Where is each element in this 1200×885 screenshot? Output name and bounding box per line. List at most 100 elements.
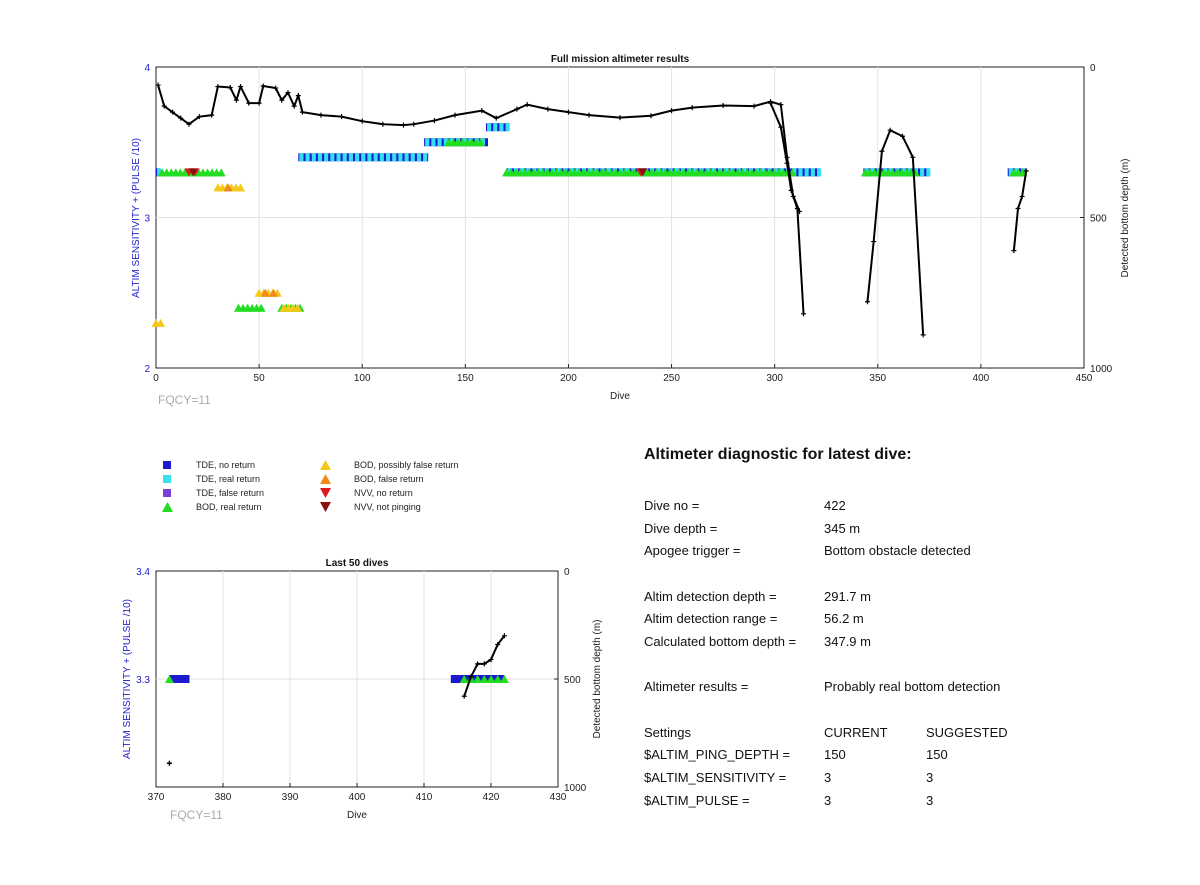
tde-real-mark bbox=[157, 168, 162, 177]
bottom-depth-point bbox=[481, 661, 487, 667]
x-tick-label: 0 bbox=[153, 373, 159, 384]
tde-real-mark bbox=[926, 168, 931, 177]
chart1-ylabel-left: ALTIM SENSITIVITY + (PULSE /10) bbox=[131, 138, 142, 298]
bod-false-mark bbox=[223, 183, 233, 192]
legend-item-bod-possibly-false: BOD, possibly false return bbox=[318, 458, 459, 472]
tde-real-mark bbox=[385, 153, 391, 162]
tde-real-mark bbox=[816, 168, 822, 177]
diag-value: 291.7 m bbox=[824, 588, 871, 604]
bod-real-mark bbox=[164, 675, 174, 683]
chart1-marks bbox=[151, 123, 1028, 327]
legend-item-bod-real-return: BOD, real return bbox=[160, 500, 262, 514]
bottom-depth-point bbox=[166, 760, 172, 766]
bottom-depth-point bbox=[689, 105, 695, 111]
diag-row-dive-no: Dive no = 422 bbox=[644, 494, 1164, 517]
bottom-depth-point bbox=[161, 103, 167, 109]
bottom-depth-point bbox=[169, 109, 175, 115]
bottom-depth-point bbox=[514, 106, 520, 112]
tde-segment bbox=[450, 675, 505, 683]
bottom-depth-point bbox=[586, 112, 592, 118]
chart1-ylabel-right: Detected bottom depth (m) bbox=[1120, 159, 1131, 278]
bottom-depth-point bbox=[501, 633, 507, 639]
legend-label: BOD, possibly false return bbox=[354, 460, 459, 470]
legend-label: NVV, no return bbox=[354, 488, 413, 498]
bottom-depth-point bbox=[318, 112, 324, 118]
tde-real-mark bbox=[1008, 168, 1013, 177]
chart2-xlabel: Dive bbox=[347, 810, 367, 821]
diag-value: 422 bbox=[824, 497, 846, 513]
bottom-depth-point bbox=[400, 122, 406, 128]
x-tick-label: 400 bbox=[349, 792, 366, 803]
bottom-depth-point bbox=[495, 641, 501, 647]
diag-row-calc-depth: Calculated bottom depth = 347.9 m bbox=[644, 630, 1164, 653]
bottom-depth-point bbox=[910, 154, 916, 160]
bod-real-mark bbox=[256, 303, 266, 312]
tde-real-mark bbox=[437, 138, 442, 147]
tde-real-mark bbox=[798, 168, 803, 177]
bottom-depth-point bbox=[411, 121, 417, 127]
x-tick-label: 150 bbox=[457, 373, 474, 384]
x-tick-label: 420 bbox=[483, 792, 500, 803]
legend-item-tde-real-return: TDE, real return bbox=[160, 472, 260, 486]
tde-real-mark bbox=[392, 153, 397, 162]
triangle-up-icon bbox=[318, 458, 332, 472]
bod-real-mark bbox=[499, 675, 509, 683]
diagnostic-title: Altimeter diagnostic for latest dive: bbox=[644, 446, 912, 463]
bottom-depth-point bbox=[339, 114, 345, 120]
bod-real-mark bbox=[486, 675, 496, 683]
x-tick-label: 430 bbox=[550, 792, 567, 803]
tde-real-mark bbox=[355, 153, 360, 162]
triangle-up-icon bbox=[318, 472, 332, 486]
bottom-depth-point bbox=[196, 114, 202, 120]
chart2-ylabel-right: Detected bottom depth (m) bbox=[592, 620, 603, 739]
tde-real-mark bbox=[505, 123, 510, 132]
chart1-fqcy: FQCY=11 bbox=[158, 393, 211, 407]
chart2-grid bbox=[156, 571, 558, 787]
tde-real-mark bbox=[423, 153, 428, 162]
bottom-depth-line bbox=[1012, 170, 1028, 251]
bod-real-mark bbox=[216, 168, 226, 177]
legend-label: BOD, false return bbox=[354, 474, 424, 484]
bottom-depth-point bbox=[1015, 205, 1021, 211]
settings-row: $ALTIM_PULSE = 3 3 bbox=[644, 789, 1164, 812]
bottom-depth-point bbox=[887, 127, 893, 133]
triangle-up-icon bbox=[160, 500, 174, 514]
tde-real-mark bbox=[379, 153, 384, 162]
tde-real-mark bbox=[311, 153, 316, 162]
bottom-depth-point bbox=[1023, 168, 1029, 174]
diag-key: Altim detection range = bbox=[644, 611, 778, 627]
legend-label: TDE, false return bbox=[196, 488, 265, 498]
tde-real-mark bbox=[920, 168, 925, 177]
bottom-depth-point bbox=[796, 208, 802, 214]
diag-row-detection-depth: Altim detection depth = 291.7 m bbox=[644, 585, 1164, 608]
tde-real-mark bbox=[431, 138, 436, 147]
settings-header: Settings bbox=[644, 724, 691, 740]
triangle-down-icon bbox=[318, 486, 332, 500]
bottom-depth-point bbox=[227, 84, 233, 90]
tde-real-mark bbox=[398, 153, 403, 162]
setting-suggested: 150 bbox=[926, 747, 948, 763]
x-tick-label: 100 bbox=[354, 373, 371, 384]
tde-real-mark bbox=[480, 138, 485, 147]
legend-label: NVV, not pinging bbox=[354, 502, 421, 512]
bottom-depth-point bbox=[178, 115, 184, 121]
bottom-depth-point bbox=[545, 106, 551, 112]
bottom-depth-point bbox=[155, 82, 161, 88]
bottom-depth-line bbox=[463, 635, 506, 697]
tde-real-mark bbox=[324, 153, 329, 162]
bod-false-mark bbox=[260, 288, 270, 297]
diag-value: 347.9 m bbox=[824, 633, 871, 649]
bod-possibly-false-mark bbox=[292, 303, 302, 312]
tde-real-mark bbox=[416, 153, 422, 162]
chart2-depth-line bbox=[166, 633, 507, 766]
bod-real-mark bbox=[466, 675, 476, 683]
bottom-depth-point bbox=[801, 311, 807, 317]
bottom-depth-point bbox=[468, 674, 474, 680]
chart1-title: Full mission altimeter results bbox=[551, 54, 690, 65]
y-tick-label-right: 1000 bbox=[1090, 364, 1113, 375]
chart1-xlabel: Dive bbox=[610, 391, 630, 402]
bottom-depth-point bbox=[380, 121, 386, 127]
bottom-depth-point bbox=[669, 108, 675, 114]
diag-row-detection-range: Altim detection range = 56.2 m bbox=[644, 607, 1164, 630]
y-tick-label-left: 2 bbox=[144, 364, 150, 375]
